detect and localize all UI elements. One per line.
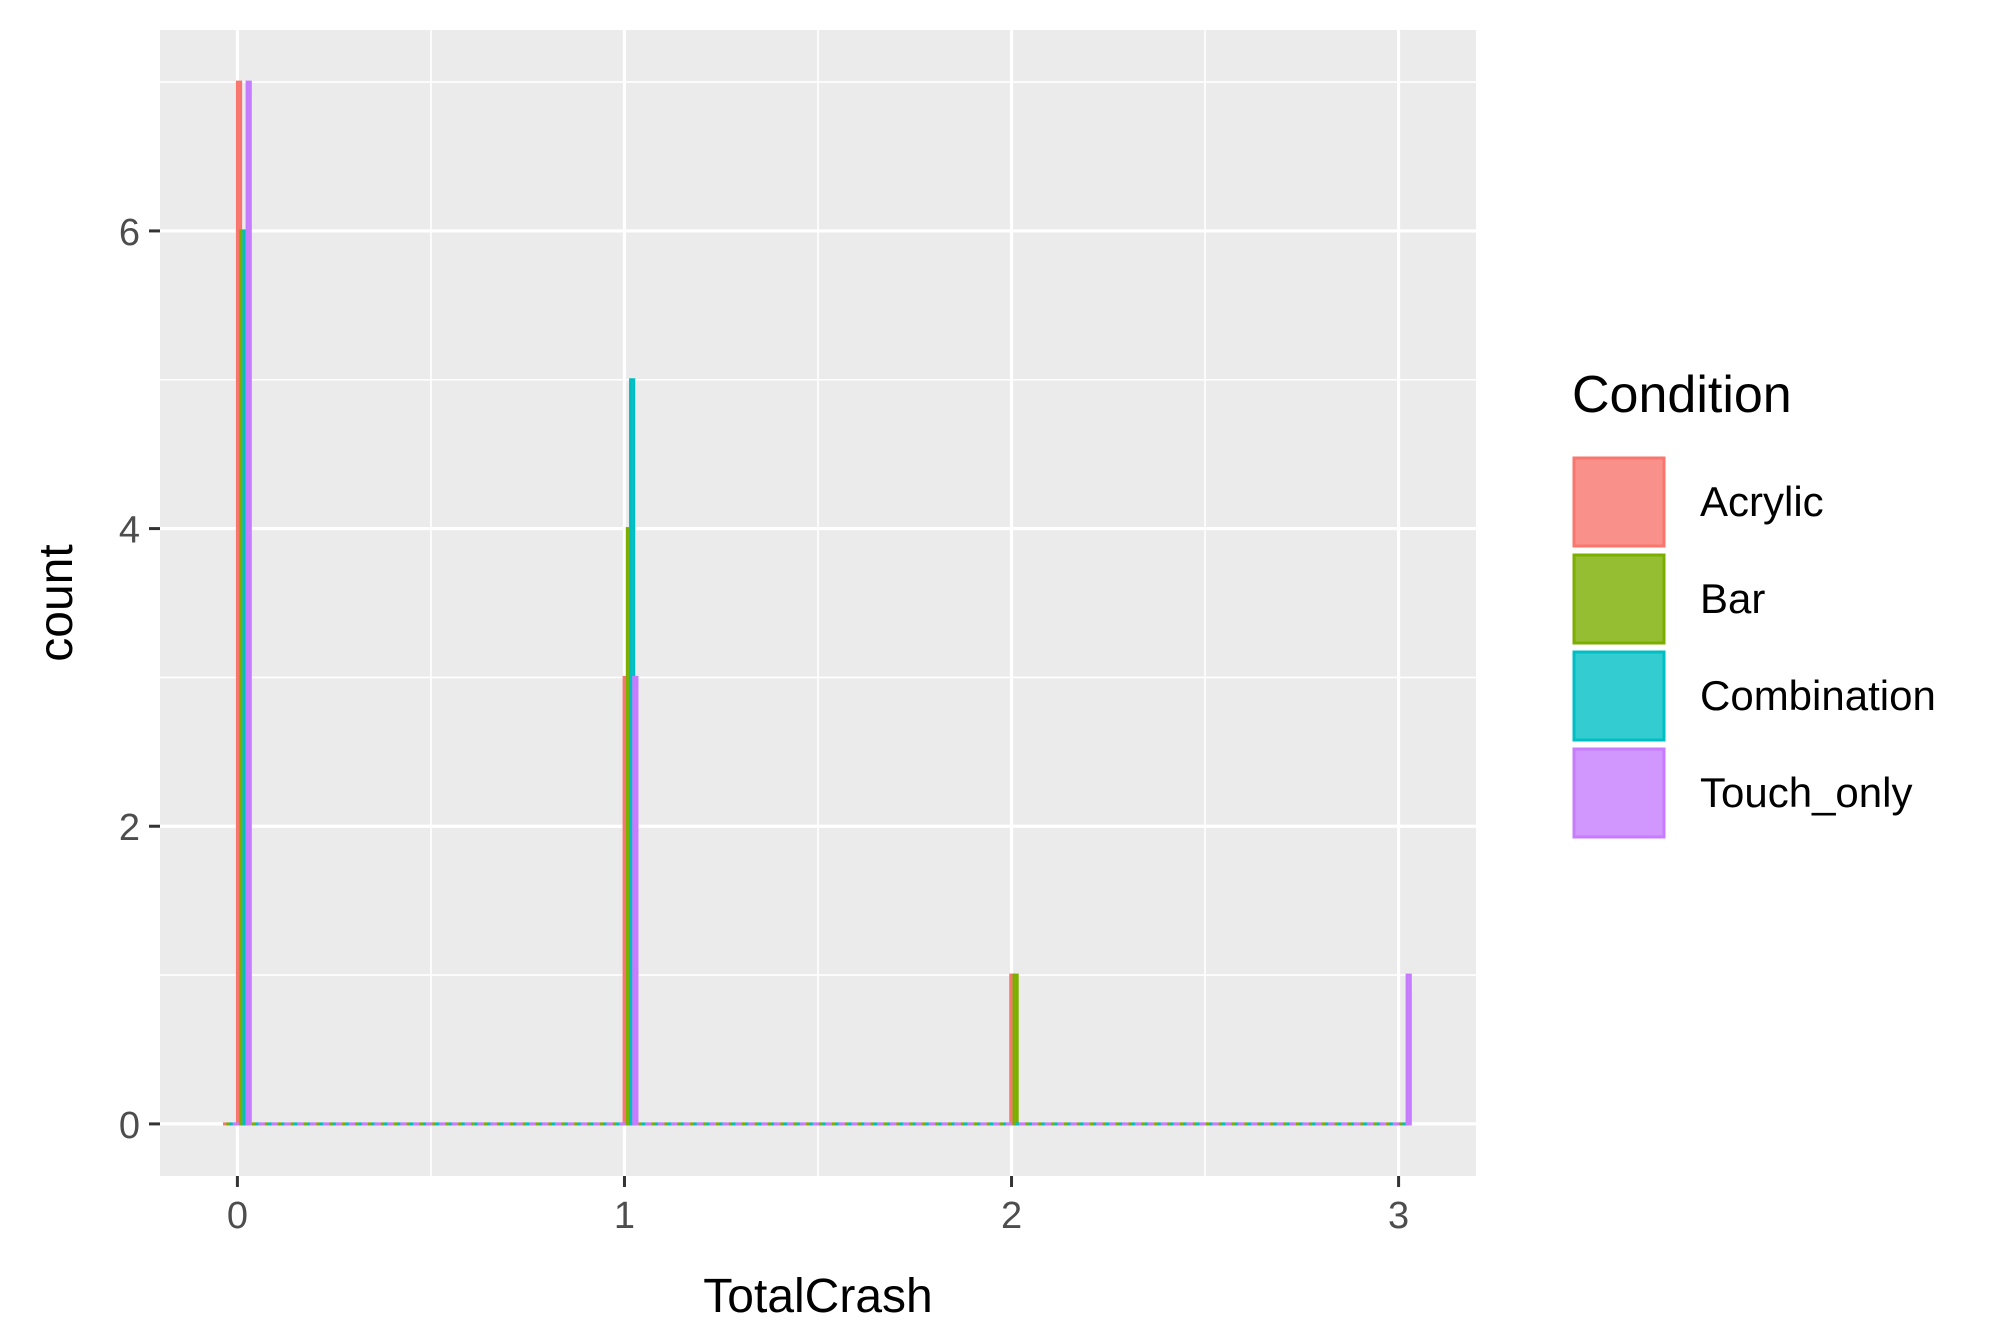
legend: Condition Acrylic Bar Combination Touch_onl… [1572, 366, 1936, 839]
bar-touch-only [245, 80, 252, 1126]
legend-label: Acrylic [1700, 478, 1824, 525]
y-tick-label: 6 [119, 212, 140, 254]
legend-key-touch-only [1572, 747, 1666, 839]
bar-bar [1012, 973, 1019, 1126]
minor-gridlines [160, 30, 1476, 1176]
y-axis: 0 2 4 6 [119, 212, 160, 1147]
bar-touch-only [632, 675, 639, 1126]
x-axis: 0 1 2 3 [227, 1176, 1409, 1237]
legend-label: Touch_only [1700, 769, 1912, 816]
legend-title: Condition [1572, 366, 1792, 424]
x-tick-label: 2 [1001, 1195, 1022, 1237]
legend-key-combination [1572, 650, 1666, 742]
bars-layer [223, 80, 1412, 1126]
y-axis-title: count [30, 544, 83, 661]
x-tick-label: 0 [227, 1195, 248, 1237]
bar-touch-only [1405, 973, 1412, 1126]
x-tick-label: 1 [614, 1195, 635, 1237]
y-tick-label: 0 [119, 1105, 140, 1147]
x-axis-title: TotalCrash [703, 1270, 932, 1323]
legend-label: Combination [1700, 672, 1936, 719]
legend-key-acrylic [1572, 456, 1666, 548]
legend-key-bar [1572, 553, 1666, 645]
y-tick-label: 2 [119, 807, 140, 849]
legend-items: Acrylic Bar Combination Touch_only [1572, 456, 1936, 839]
legend-label: Bar [1700, 575, 1765, 622]
x-tick-label: 3 [1388, 1195, 1409, 1237]
y-tick-label: 4 [119, 510, 140, 552]
